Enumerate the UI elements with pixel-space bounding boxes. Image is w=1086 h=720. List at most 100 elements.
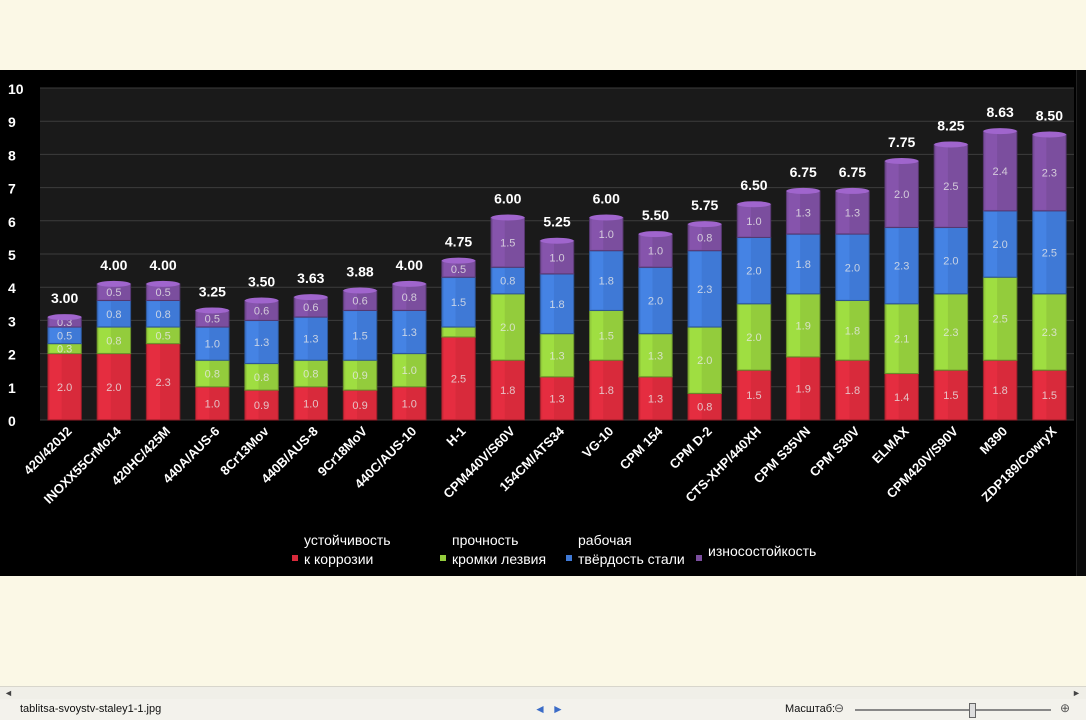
segment-label: 0.8 (205, 369, 220, 381)
bar-segment (835, 359, 870, 421)
segment-label: 1.0 (402, 398, 417, 410)
bar-highlight (689, 251, 702, 327)
segment-label: 1.5 (500, 237, 515, 249)
bar-segment (588, 250, 624, 311)
legend-label: к коррозии (304, 551, 373, 567)
bar-segment (293, 316, 329, 361)
bar-segment (1032, 210, 1067, 295)
segment-label: 2.3 (697, 284, 712, 296)
bar-highlight (197, 387, 210, 419)
bar-highlight (493, 218, 505, 267)
bar-highlight (246, 321, 259, 363)
x-category-label: VG-10 (579, 424, 616, 461)
bar-highlight (985, 132, 998, 210)
segment-label: 1.3 (648, 393, 663, 405)
bar-segment (195, 326, 230, 361)
legend-label: твёрдость стали (578, 551, 685, 567)
zoom-in-icon[interactable]: ⊕ (1060, 701, 1071, 715)
segment-label: 1.0 (549, 252, 564, 264)
horizontal-scrollbar[interactable]: ◄ ► (0, 686, 1086, 700)
segment-label: 1.3 (402, 327, 417, 339)
bar-cap (97, 280, 131, 287)
segment-label: 1.5 (1042, 390, 1057, 402)
bar-cap (884, 158, 919, 165)
segment-label: 1.4 (894, 392, 909, 404)
bar-cap (638, 231, 673, 238)
segment-label: 2.0 (57, 382, 72, 394)
bar-highlight (542, 377, 554, 419)
bar-total-label: 6.50 (740, 177, 767, 193)
segment-label: 0.6 (303, 302, 318, 314)
bar-segment (539, 240, 575, 275)
bar-highlight (788, 235, 801, 293)
bar-segment (933, 226, 969, 295)
bar-highlight (837, 191, 850, 234)
x-category-label: CPM D-2 (666, 424, 714, 472)
bar-highlight (99, 354, 111, 419)
legend-swatch (566, 555, 572, 561)
segment-label: 0.9 (352, 400, 367, 412)
bar-cap (146, 280, 180, 287)
bar-segment (785, 190, 821, 235)
bar-highlight (49, 344, 62, 353)
right-edge-panel (1076, 70, 1086, 576)
bar-cap (47, 314, 82, 321)
bar-highlight (591, 311, 604, 360)
bar-highlight (837, 235, 850, 300)
legend-label: рабочая (578, 532, 632, 548)
x-category-label: ELMAX (869, 423, 912, 466)
previous-image-icon[interactable]: ◄ (534, 702, 546, 716)
scroll-left-icon[interactable]: ◄ (4, 688, 13, 698)
y-tick-label: 1 (8, 380, 16, 396)
bar-highlight (985, 211, 998, 277)
bar-total-label: 7.75 (888, 134, 915, 150)
bar-highlight (345, 311, 358, 360)
x-category-label: H-1 (443, 424, 468, 449)
bar-highlight (886, 374, 899, 419)
bar-total-label: 3.25 (199, 283, 226, 299)
segment-label: 1.0 (205, 398, 220, 410)
bar-segment (736, 303, 772, 371)
segment-label: 1.9 (796, 383, 811, 395)
bar-highlight (591, 251, 604, 310)
y-tick-label: 6 (8, 214, 16, 230)
segment-label: 2.5 (451, 374, 466, 386)
bar-highlight (296, 361, 308, 386)
bar-highlight (296, 318, 308, 360)
zoom-slider-track[interactable] (855, 709, 1051, 711)
bar-segment (1032, 293, 1067, 371)
scroll-right-icon[interactable]: ► (1072, 688, 1081, 698)
bar-highlight (739, 238, 751, 303)
bar-segment (835, 299, 870, 361)
bar-highlight (542, 241, 554, 273)
segment-label: 0.8 (254, 372, 269, 384)
segment-label: 0.8 (697, 232, 712, 244)
bar-total-label: 6.00 (494, 190, 521, 206)
bar-cap (491, 214, 525, 221)
bar-total-label: 3.63 (297, 270, 324, 286)
segment-label: 1.0 (303, 398, 318, 410)
bar-segment (490, 266, 526, 295)
bar-highlight (493, 361, 505, 419)
bar-cap (244, 297, 279, 304)
zoom-out-icon[interactable]: ⊖ (834, 701, 845, 715)
segment-label: 0.3 (57, 344, 72, 356)
segment-label: 2.0 (845, 262, 860, 274)
bar-total-label: 6.00 (593, 190, 620, 206)
next-image-icon[interactable]: ► (552, 702, 564, 716)
segment-label: 2.0 (697, 355, 712, 367)
segment-label: 1.3 (303, 334, 318, 346)
legend-label: устойчивость (304, 532, 391, 548)
bar-total-label: 6.75 (790, 164, 817, 180)
segment-label: 2.1 (894, 334, 909, 346)
segment-label: 1.5 (943, 390, 958, 402)
segment-label: 0.6 (352, 295, 367, 307)
bar-highlight (49, 328, 62, 343)
segment-label: 1.8 (599, 385, 614, 397)
bar-cap (1032, 131, 1067, 138)
bar-highlight (788, 357, 801, 419)
zoom-slider-thumb[interactable] (968, 703, 976, 718)
bar-highlight (246, 364, 259, 390)
bar-highlight (985, 278, 998, 360)
stacked-bar-chart: 0123456789102.00.30.50.33.00420/420J22.0… (8, 81, 1074, 567)
